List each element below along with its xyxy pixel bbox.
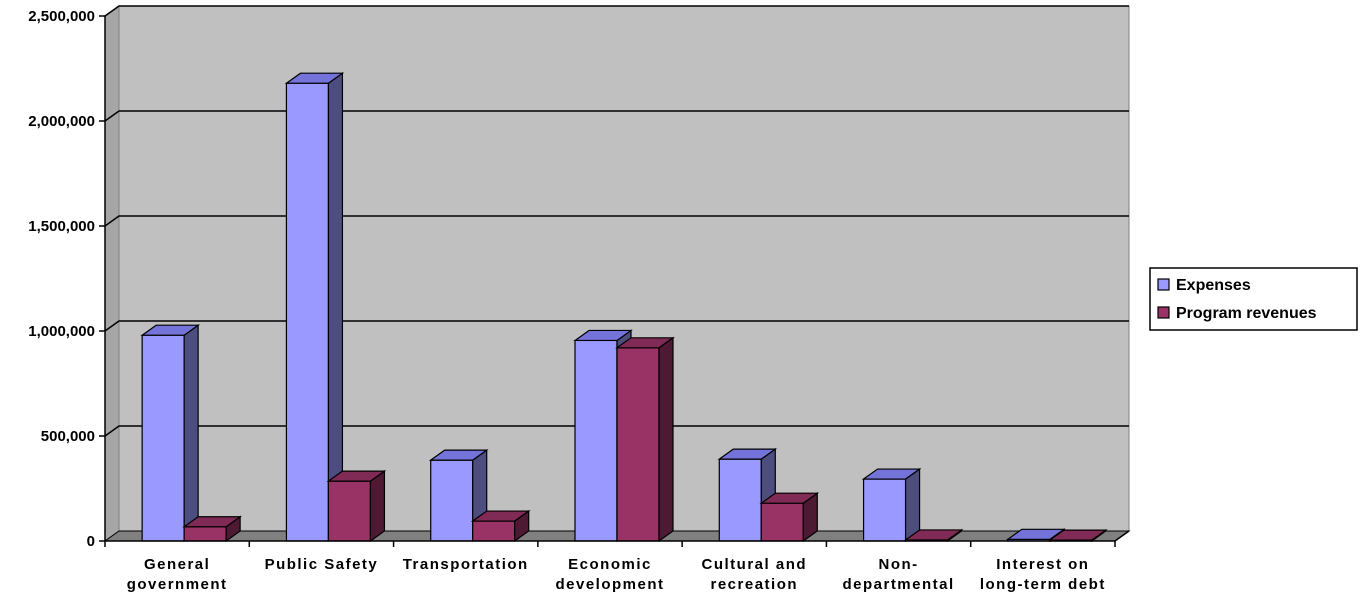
bar <box>182 515 243 543</box>
gridline <box>104 5 1129 17</box>
bar-front <box>430 459 474 542</box>
legend-swatch <box>1157 278 1170 291</box>
bar <box>759 492 820 543</box>
x-category-label: General government <box>127 556 228 593</box>
axes <box>104 16 1130 542</box>
gridlines <box>104 5 1129 437</box>
gridline <box>104 110 1129 122</box>
bar <box>470 509 531 543</box>
bar-side <box>183 324 199 543</box>
bar-top <box>759 492 820 504</box>
gridline <box>104 425 1129 437</box>
bar-top <box>903 529 964 541</box>
gridline <box>104 320 1129 332</box>
bar-front <box>285 82 330 542</box>
x-category-label-line: Cultural and <box>702 556 808 573</box>
bar-top <box>1005 528 1066 540</box>
bar-front <box>327 480 372 542</box>
y-tick-label: 1,000,000 <box>28 323 95 340</box>
bar-top <box>284 72 345 84</box>
bar-side <box>369 469 386 543</box>
gridline <box>104 215 1129 227</box>
bar-front <box>862 478 907 542</box>
x-category-label-line: government <box>127 576 228 593</box>
x-category-label-line: Interest on <box>996 556 1089 573</box>
bar-front <box>718 458 762 542</box>
bar <box>861 467 922 543</box>
legend-label: Program revenues <box>1176 305 1317 322</box>
legend-swatch <box>1157 306 1170 319</box>
bar <box>284 72 345 543</box>
y-tick-label: 500,000 <box>41 428 95 445</box>
bar <box>140 324 201 543</box>
y-tick-label: 1,500,000 <box>28 218 95 235</box>
y-axis-ticks: 0 500,000 1,000,000 1,500,000 2,000,000 2,500… <box>28 8 105 550</box>
bar-side <box>658 336 674 543</box>
x-category-label-line: long-term debt <box>980 576 1106 593</box>
bar-top <box>1047 529 1108 541</box>
bar <box>615 336 675 543</box>
x-axis-labels: General government Public Safety Transporta… <box>104 541 1116 593</box>
bar-top <box>615 337 675 349</box>
y-tick-label: 2,000,000 <box>28 113 95 130</box>
bar-top <box>182 516 243 528</box>
bar-top <box>140 324 201 336</box>
bar-side <box>904 467 921 543</box>
bar-side <box>327 72 344 543</box>
x-category-label-line: development <box>555 576 664 593</box>
legend: Expenses Program revenues <box>1149 267 1358 331</box>
legend-box <box>1149 267 1358 331</box>
x-category-label-line: Non- <box>878 556 918 573</box>
x-category-label: Transportation <box>403 556 529 573</box>
x-category-label-line: Public Safety <box>265 556 379 573</box>
bar-front <box>183 526 227 542</box>
bars <box>140 72 1108 543</box>
x-category-label-line: General <box>144 556 210 573</box>
x-category-label-line: recreation <box>711 576 799 593</box>
x-category-label-line: Transportation <box>403 556 529 573</box>
legend-label: Expenses <box>1176 277 1251 294</box>
bar-top <box>861 468 922 480</box>
bar-front <box>574 339 618 542</box>
bar-front <box>760 502 804 542</box>
y-tick-label: 0 <box>87 533 95 550</box>
x-category-label: Public Safety <box>265 556 379 573</box>
bar-top <box>573 329 633 342</box>
bar-front <box>616 347 660 542</box>
x-category-label: Economic development <box>555 556 664 593</box>
floor-edge <box>1114 530 1130 542</box>
x-category-label-line: Economic <box>568 556 652 573</box>
x-category-label-line: departmental <box>842 576 954 593</box>
bar-front <box>472 520 516 542</box>
x-category-label: Cultural and recreation <box>702 556 808 593</box>
bar-front <box>141 334 185 542</box>
side-wall <box>104 5 120 542</box>
x-category-label: Non-departmental <box>842 556 954 593</box>
bar-top <box>428 449 489 461</box>
bar-top <box>470 510 531 522</box>
bar <box>326 469 387 543</box>
x-category-label: Interest on long-term debt <box>980 556 1106 593</box>
bar-top <box>717 448 778 460</box>
y-tick-label: 2,500,000 <box>28 8 95 25</box>
bar-top <box>326 470 387 482</box>
